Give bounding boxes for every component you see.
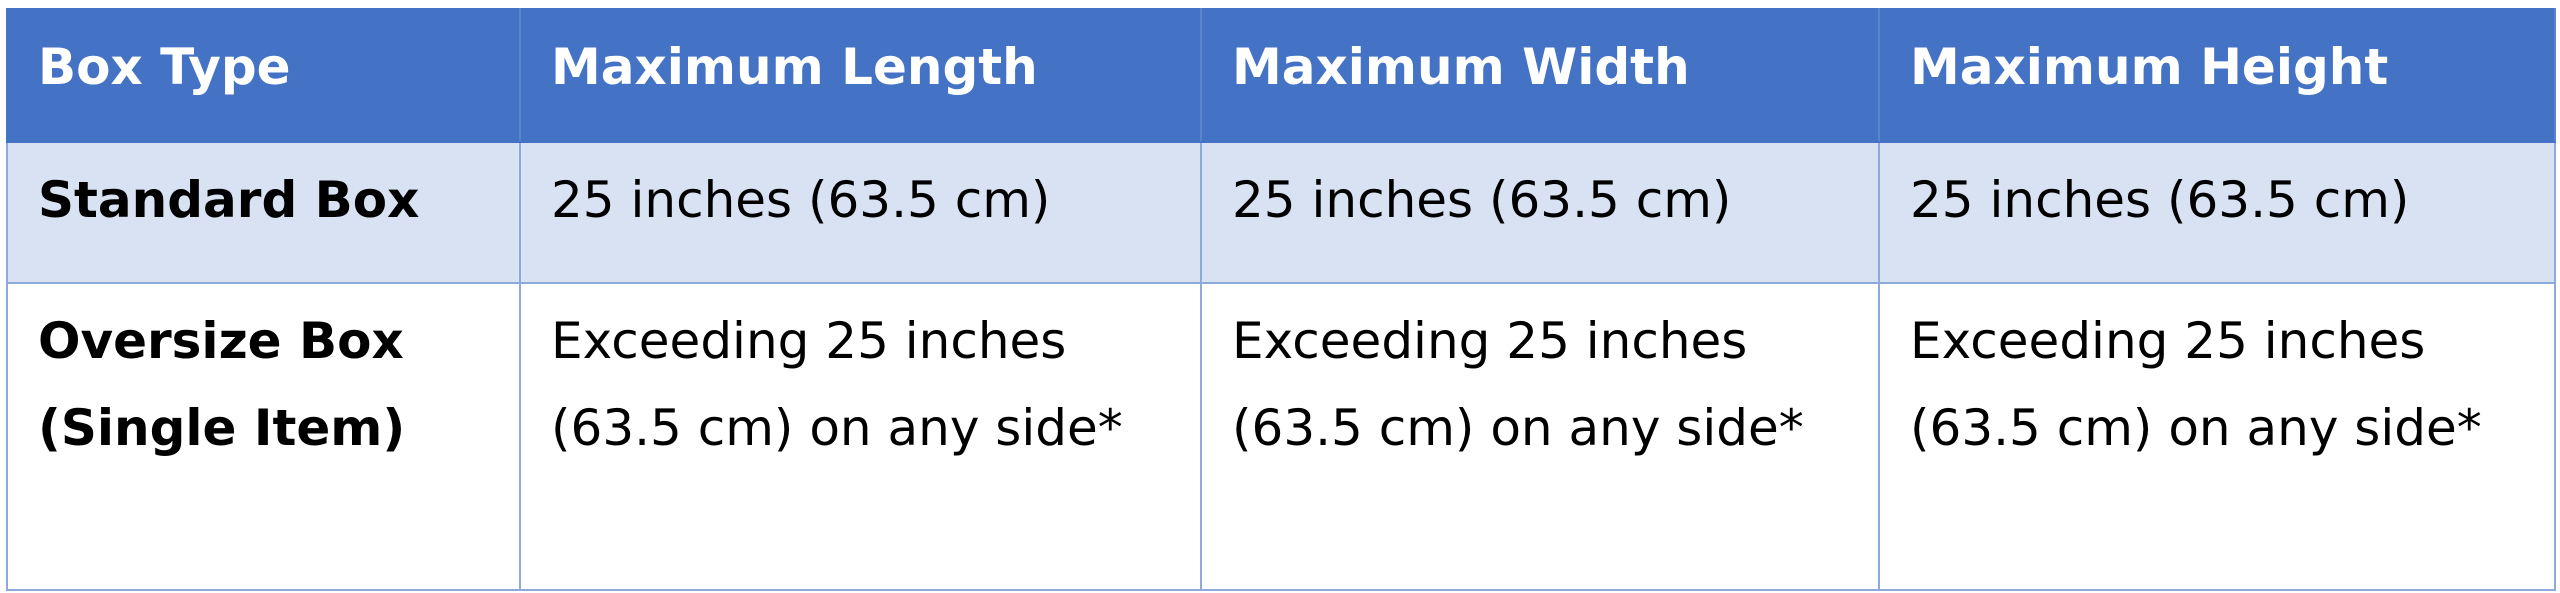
row-label: Oversize Box (Single Item) [6,282,521,591]
table-row: Standard Box 25 inches (63.5 cm) 25 inch… [6,141,2556,284]
header-box-type: Box Type [6,8,521,143]
header-row: Box Type Maximum Length Maximum Width Ma… [6,8,2556,143]
header-max-height: Maximum Height [1878,8,2556,143]
cell-height: Exceeding 25 inches (63.5 cm) on any sid… [1878,282,2556,591]
box-size-table: Box Type Maximum Length Maximum Width Ma… [6,8,2556,591]
cell-height: 25 inches (63.5 cm) [1878,141,2556,284]
header-max-length: Maximum Length [519,8,1202,143]
cell-width: 25 inches (63.5 cm) [1200,141,1880,284]
header-max-width: Maximum Width [1200,8,1880,143]
cell-width: Exceeding 25 inches (63.5 cm) on any sid… [1200,282,1880,591]
cell-length: Exceeding 25 inches (63.5 cm) on any sid… [519,282,1202,591]
table-row: Oversize Box (Single Item) Exceeding 25 … [6,282,2556,591]
row-label: Standard Box [6,141,521,284]
cell-length: 25 inches (63.5 cm) [519,141,1202,284]
